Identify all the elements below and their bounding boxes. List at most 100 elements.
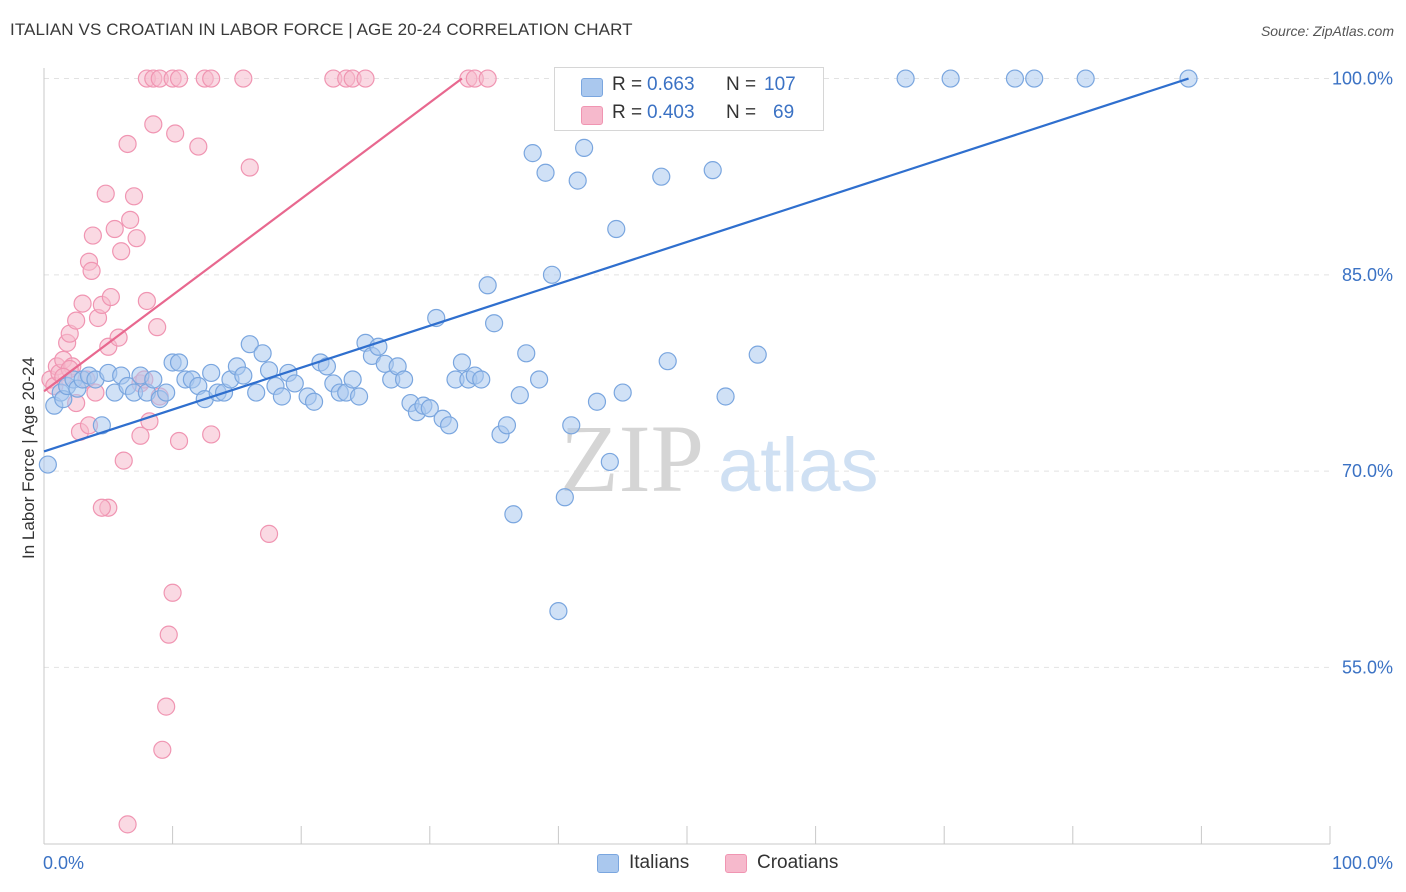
italian-point [169, 353, 189, 372]
italian-point [202, 363, 221, 383]
croatian-point [112, 242, 131, 261]
croatian-point [118, 815, 137, 834]
croatian-point [82, 261, 101, 280]
series-legend: Italians Croatians [0, 852, 1406, 878]
croatian-point [124, 187, 144, 206]
italian-point [157, 383, 176, 402]
italian-point [658, 352, 677, 371]
croatian-point [92, 498, 111, 517]
legend-item-croatians[interactable]: Croatians [725, 852, 838, 874]
source-credit: Source: ZipAtlas.com [1260, 23, 1394, 39]
italian-point [478, 276, 497, 295]
italian-point [317, 357, 337, 376]
italian-point [555, 488, 574, 507]
croatian-point [202, 69, 221, 88]
watermark-zip: ZIP [560, 405, 704, 512]
croatian-point [153, 740, 172, 759]
croatian-point [83, 226, 102, 245]
croatian-point [234, 69, 253, 88]
italian-point [240, 335, 259, 354]
italians-r-value: 0.663 [647, 74, 695, 95]
italian-point [562, 416, 581, 435]
italian-point [394, 370, 414, 389]
italian-point [896, 69, 915, 88]
italian-point [941, 69, 960, 88]
legend-label-croatians: Croatians [757, 852, 839, 873]
legend-item-italians[interactable]: Italians [597, 852, 689, 874]
croatian-point [101, 287, 120, 307]
italian-point [600, 452, 619, 472]
croatian-point [240, 158, 259, 177]
croatian-point [157, 697, 176, 716]
croatian-point [163, 583, 182, 602]
watermark-atlas: atlas [718, 423, 879, 508]
italian-point [607, 219, 626, 239]
legend-label-italians: Italians [629, 852, 690, 873]
croatian-point [140, 412, 159, 431]
croatian-point [118, 134, 137, 154]
croatian-point [189, 137, 208, 156]
italian-point [253, 344, 272, 363]
italians-points [38, 69, 1198, 621]
italian-point [234, 366, 253, 385]
y-axis-label: In Labor Force | Age 20-24 [19, 357, 38, 559]
grid-lines [44, 78, 1330, 668]
croatian-point [356, 69, 375, 88]
croatian-point [114, 451, 133, 470]
italian-point [472, 370, 491, 389]
croatian-point [67, 311, 86, 330]
italians-swatch [581, 78, 603, 97]
tick-labels: 55.0% 70.0% 85.0% 100.0% 0.0% 100.0% [43, 69, 1393, 873]
italian-point [517, 344, 536, 363]
italian-point [542, 265, 562, 284]
italian-point [272, 387, 292, 406]
italian-point [716, 387, 735, 406]
croatians-r-value: 0.403 [647, 102, 695, 123]
italian-point [304, 392, 324, 411]
italians-trend-line [43, 77, 1189, 453]
croatian-point [121, 210, 140, 229]
italian-point [485, 314, 504, 333]
croatians-swatch [581, 106, 603, 125]
croatian-point [478, 69, 497, 88]
croatian-point [131, 426, 150, 445]
italian-point [504, 505, 523, 524]
croatians-trend-line [43, 77, 463, 393]
chart-title: ITALIAN VS CROATIAN IN LABOR FORCE | AGE… [10, 20, 633, 39]
italian-point [530, 370, 549, 389]
italian-point [439, 416, 459, 435]
italian-point [703, 161, 722, 180]
italian-point [420, 399, 439, 418]
croatian-point [144, 115, 163, 134]
y-tick-label: 100.0% [1332, 69, 1393, 89]
y-tick-label: 85.0% [1342, 265, 1393, 285]
croatians-points [41, 69, 497, 834]
italian-point [510, 386, 529, 405]
italian-point [369, 337, 388, 356]
croatian-point [105, 219, 124, 239]
stats-legend: R = 0.663 N = 107 R = 0.403 N = 69 [554, 67, 824, 131]
croatians-r-label: R = [612, 102, 643, 123]
croatian-point [169, 431, 189, 451]
y-tick-label: 55.0% [1342, 657, 1393, 677]
croatian-point [137, 291, 156, 311]
italian-point [247, 383, 266, 402]
italian-point [748, 345, 767, 364]
axes [43, 68, 1331, 845]
trend-lines [43, 77, 1189, 453]
croatians-n-value: 69 [773, 102, 795, 123]
italian-point [144, 370, 163, 389]
croatian-point [202, 425, 221, 444]
italian-point [1005, 69, 1025, 88]
italian-point [575, 138, 594, 157]
italians-r-label: R = [612, 74, 643, 95]
italian-point [523, 144, 542, 163]
italian-point [343, 370, 362, 389]
italian-point [349, 387, 369, 406]
italian-point [38, 455, 57, 474]
italian-point [613, 383, 632, 402]
italian-point [652, 167, 671, 186]
croatian-point [259, 524, 279, 543]
watermark: ZIP atlas [560, 405, 879, 512]
